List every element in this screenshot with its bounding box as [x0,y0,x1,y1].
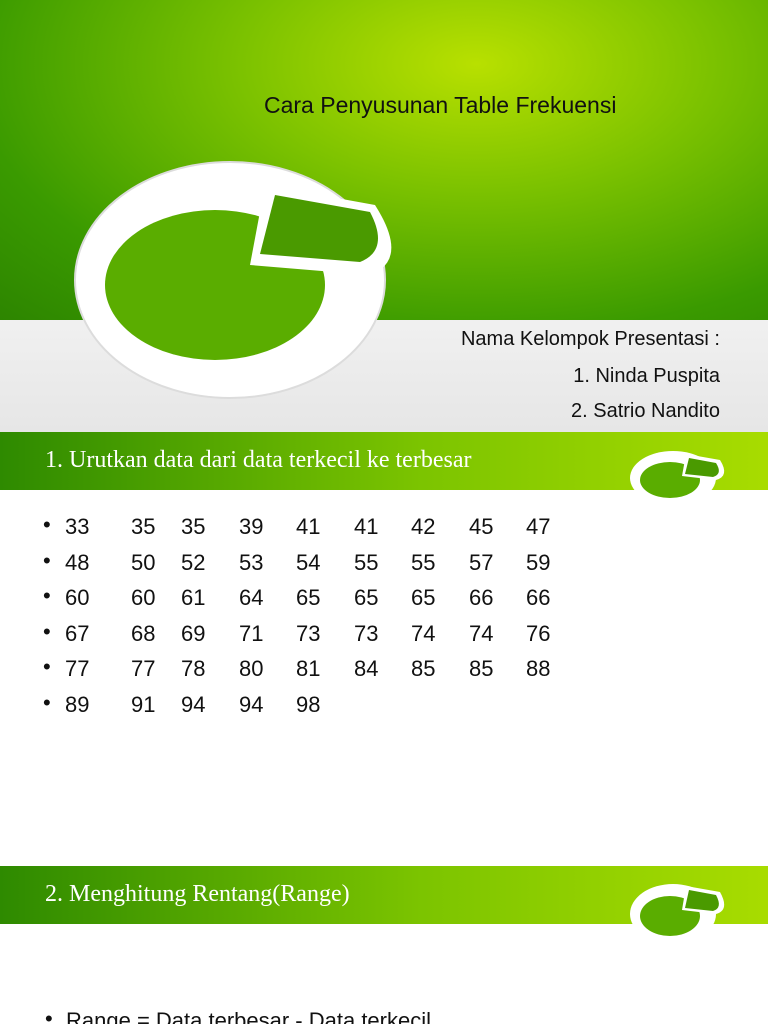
data-value: 47 [526,514,551,539]
data-value: 89 [65,692,90,717]
data-value: 60 [131,585,156,611]
data-value: 81 [296,656,321,682]
data-value: 71 [239,620,264,646]
data-value: 41 [296,514,321,539]
data-value: 73 [296,620,321,646]
range-slide: 2. Menghitung Rentang(Range) • Range = D… [0,864,768,1024]
slide-title: Cara Penyusunan Table Frekuensi [264,92,617,118]
data-value: 64 [239,585,264,611]
data-value: 55 [411,549,436,575]
bullet-dot: • [43,512,51,537]
data-value: 54 [296,549,321,575]
bullet-dot: • [43,618,51,644]
data-value: 74 [469,620,494,646]
data-value: 42 [411,514,436,539]
member: 2. Satrio Nandito [571,400,720,422]
data-value: 66 [469,585,494,611]
data-value: 74 [411,620,436,646]
heading: 1. Urutkan data dari data terkecil ke te… [45,447,472,473]
data-value: 59 [526,549,551,575]
data-value: 94 [181,692,206,717]
bullet-dot: • [43,583,51,609]
data-value: 91 [131,692,156,717]
data-value: 53 [239,549,264,575]
sort-slide: 1. Urutkan data dari data terkecil ke te… [0,432,768,864]
data-value: 65 [296,585,321,611]
data-value: 60 [65,585,90,611]
data-value: 35 [131,514,156,539]
data-value: 52 [181,549,206,575]
bullet-dot: • [43,654,51,680]
data-value: 41 [354,514,379,539]
data-value: 78 [181,656,206,682]
data-value: 69 [181,620,206,646]
logo [630,884,725,936]
data-value: 84 [354,656,379,682]
logo [630,451,725,505]
bullet-text: Range = Data terbesar - Data terkecil [66,1008,432,1024]
bullet-dot: • [43,690,51,715]
data-value: 65 [411,585,436,611]
data-value: 67 [65,620,90,646]
data-value: 88 [526,656,551,682]
member: 1. Ninda Puspita [573,365,720,387]
data-value: 98 [296,692,321,717]
data-value: 39 [239,514,264,539]
data-value: 55 [354,549,379,575]
data-value: 76 [526,620,551,646]
bullet-dot: • [43,547,51,573]
heading: 2. Menghitung Rentang(Range) [45,881,350,907]
data-value: 33 [65,514,90,539]
group-label: Nama Kelompok Presentasi : [460,328,720,350]
data-value: 85 [469,656,494,682]
data-value: 80 [239,656,264,682]
data-value: 73 [354,620,379,646]
data-value: 77 [131,656,156,682]
data-value: 45 [469,514,494,539]
data-value: 85 [411,656,436,682]
logo [74,161,392,399]
data-value: 65 [354,585,379,611]
data-value: 50 [131,549,156,575]
bullet-dot: • [45,1006,53,1024]
data-value: 48 [65,549,90,575]
data-value: 68 [131,620,156,646]
data-value: 66 [526,585,551,611]
title-slide: Cara Penyusunan Table Frekuensi Nama Kel… [0,0,768,432]
data-value: 94 [239,692,264,717]
data-value: 57 [469,549,494,575]
data-value: 61 [181,585,206,611]
data-value: 77 [65,656,90,682]
data-value: 35 [181,514,206,539]
